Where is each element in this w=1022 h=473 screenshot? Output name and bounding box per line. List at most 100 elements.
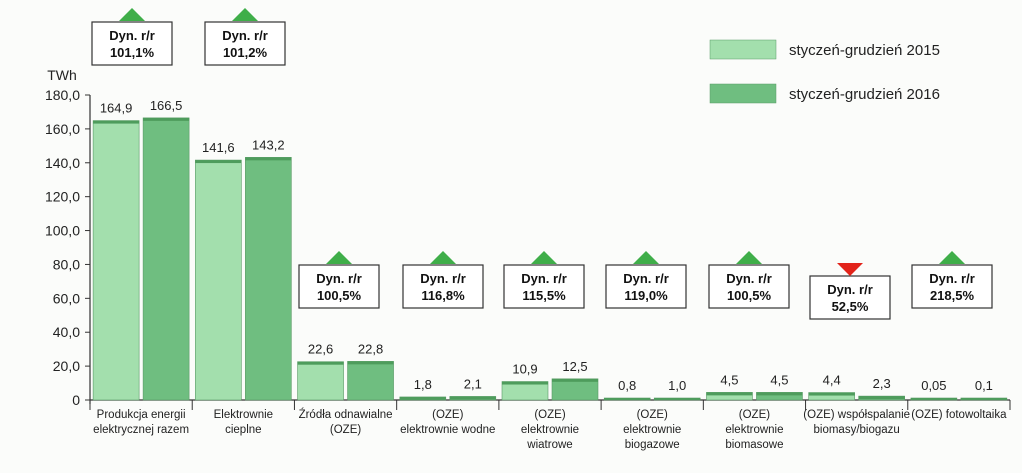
dynamics-box: Dyn. r/r 119,0% [605,251,687,309]
triangle-up-icon [119,8,145,21]
x-category-label: elektrownie [521,424,579,436]
y-axis-label: TWh [47,67,77,83]
x-category-label: (OZE) [330,424,361,436]
dynamics-title: Dyn. r/r [827,282,873,297]
y-tick-label: 140,0 [45,155,80,171]
x-category-label: Produkcja energii [97,409,186,421]
dynamics-value: 100,5% [317,288,362,303]
bar-cap [910,398,957,400]
value-label: 166,5 [150,98,183,113]
dynamics-value: 218,5% [930,288,975,303]
x-category-label: (OZE) [534,409,565,421]
y-tick-label: 180,0 [45,87,80,103]
dynamics-value: 52,5% [832,299,869,314]
dynamics-box-frame [298,264,380,309]
y-tick-label: 60,0 [53,290,80,306]
dynamics-box: Dyn. r/r 52,5% [809,263,891,320]
bar-2-1 [347,361,394,401]
bar-cap [297,361,344,365]
bar-1-0 [195,159,242,401]
bar-cap [245,157,292,161]
bar-cap [195,160,242,164]
x-category-label: elektrycznej razem [93,424,189,436]
dynamics-box-frame [605,264,687,309]
bar-1-1 [245,157,292,401]
triangle-up-icon [736,251,762,264]
value-label: 1,8 [414,377,432,392]
value-label: 0,8 [618,378,636,393]
dynamics-title: Dyn. r/r [222,28,268,43]
triangle-up-icon [531,251,557,264]
x-category-label: biogazowe [625,439,680,451]
x-category-label: (OZE) [739,409,770,421]
bar-cap [502,381,548,385]
dynamics-box: Dyn. r/r 101,2% [204,8,286,66]
dynamics-box: Dyn. r/r 218,5% [911,251,993,309]
dynamics-value: 119,0% [624,288,668,303]
bar-cap [399,396,446,400]
value-label: 4,5 [770,372,788,387]
value-label: 164,9 [100,101,133,116]
dynamics-title: Dyn. r/r [623,271,669,286]
x-category-label: (OZE) [432,409,463,421]
x-category-label: elektrownie [623,424,681,436]
dynamics-title: Dyn. r/r [929,271,975,286]
dynamics-box-frame [204,21,286,66]
x-category-label: elektrownie [725,424,783,436]
bar-cap [143,117,190,121]
bar-cap [858,396,905,400]
dynamics-box-frame [503,264,585,309]
dynamics-value: 101,2% [223,45,268,60]
dynamics-title: Dyn. r/r [109,28,155,43]
x-category-label: biomasy/biogazu [814,424,900,436]
dynamics-box: Dyn. r/r 101,1% [91,8,173,66]
dynamics-box-frame [708,264,790,309]
dynamics-value: 101,1% [110,45,155,60]
value-label: 2,3 [873,376,891,391]
triangle-up-icon [939,251,965,264]
y-tick-label: 40,0 [53,324,80,340]
triangle-down-icon [837,263,863,276]
bar-cap [706,392,753,396]
triangle-up-icon [430,251,456,264]
x-category-label: cieplne [225,424,261,436]
value-label: 10,9 [512,362,537,377]
value-label: 4,4 [823,373,841,388]
value-label: 141,6 [202,140,235,155]
x-category-label: Źródła odnawialne [299,408,393,421]
x-category-label: elektrownie wodne [400,424,495,436]
dynamics-box: Dyn. r/r 115,5% [503,251,585,309]
dynamics-title: Dyn. r/r [521,271,567,286]
legend-swatch-1 [709,83,777,104]
bar-cap [552,378,598,382]
x-category-label: (OZE) współspalanie [803,409,910,421]
bar-cap [654,398,701,400]
y-tick-label: 120,0 [45,189,80,205]
dynamics-title: Dyn. r/r [316,271,362,286]
triangle-up-icon [633,251,659,264]
x-category-label: wiatrowe [526,439,572,451]
bar-4-1 [551,378,599,401]
bar-cap [449,396,496,400]
bar-cap [756,392,803,396]
x-category-label: biomasowe [725,439,783,451]
value-label: 1,0 [668,378,686,393]
value-label: 22,6 [308,342,333,357]
value-label: 2,1 [464,376,482,391]
value-label: 22,8 [358,341,383,356]
y-tick-label: 160,0 [45,121,80,137]
value-label: 0,1 [975,378,993,393]
y-tick-label: 20,0 [53,358,80,374]
dynamics-value: 116,8% [421,288,465,303]
dynamics-box-frame [91,21,173,66]
y-tick-label: 100,0 [45,223,80,239]
value-label: 0,05 [921,378,946,393]
bar-cap [93,120,140,124]
value-label: 4,5 [720,372,738,387]
dynamics-title: Dyn. r/r [420,271,466,286]
x-category-label: (OZE) fotowoltaika [911,409,1007,421]
x-category-label: Elektrownie [214,409,273,421]
bar-cap [808,392,855,396]
dynamics-box-frame [911,264,993,309]
legend-label: styczeń-grudzień 2016 [789,86,940,103]
